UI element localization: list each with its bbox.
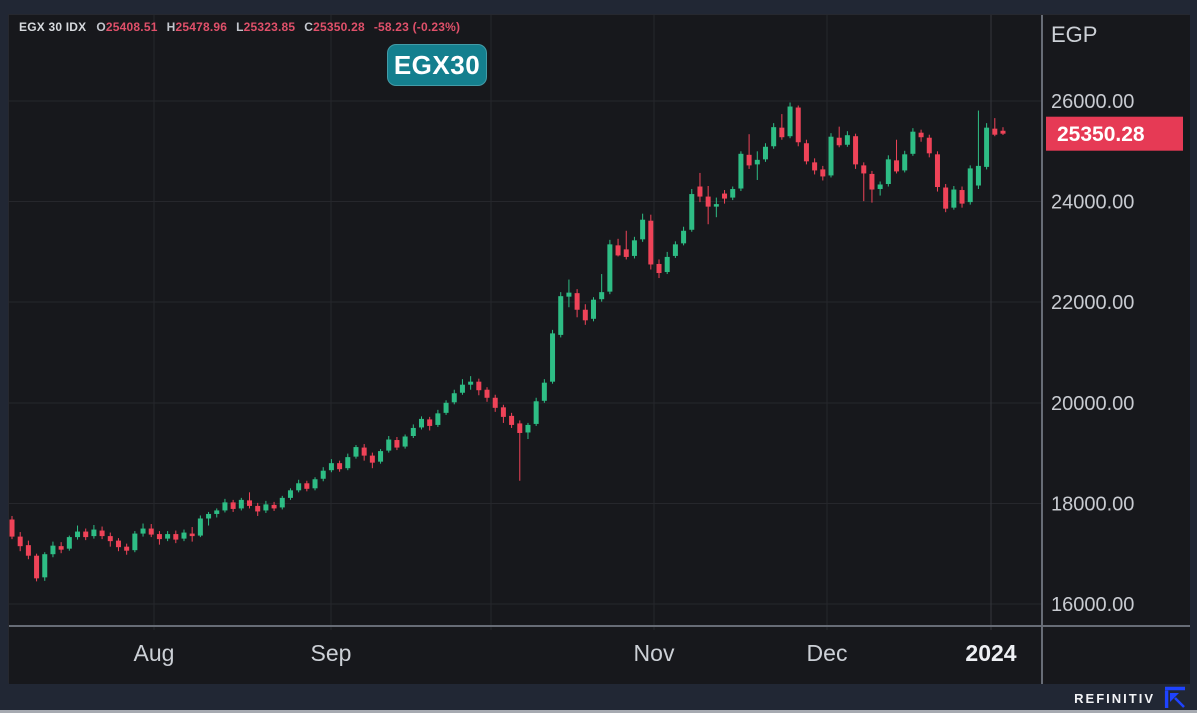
time-axis[interactable]: Aug Sep Nov Dec 2024 [134, 640, 1017, 666]
high-label: H [166, 20, 176, 34]
price-axis[interactable]: EGP 26000.00 24000.00 22000.00 20000.00 18000… [1051, 22, 1134, 616]
open-value: 25408.51 [105, 20, 158, 34]
refinitiv-label: REFINITIV [1074, 690, 1155, 706]
close-label: C [304, 20, 314, 34]
open-label: O [96, 20, 106, 34]
close-value: 25350.28 [313, 20, 365, 34]
svg-text:22000.00: 22000.00 [1051, 292, 1134, 314]
low-value: 25323.85 [243, 20, 296, 34]
svg-text:Nov: Nov [634, 640, 675, 666]
chart-panel: Aug Sep Nov Dec 2024 EGP 26000.00 24000.00 22000… [8, 14, 1190, 684]
svg-text:EGP: EGP [1051, 22, 1097, 47]
symbol-name: EGX 30 IDX [19, 20, 87, 34]
svg-text:2024: 2024 [965, 640, 1016, 666]
svg-text:Aug: Aug [134, 640, 175, 666]
svg-text:18000.00: 18000.00 [1051, 493, 1134, 515]
svg-text:16000.00: 16000.00 [1051, 594, 1134, 616]
svg-text:20000.00: 20000.00 [1051, 393, 1134, 415]
svg-text:Sep: Sep [311, 640, 352, 666]
svg-text:24000.00: 24000.00 [1051, 192, 1134, 214]
grid [9, 15, 1042, 630]
window-edge [0, 710, 1197, 713]
svg-text:25350.28: 25350.28 [1057, 123, 1145, 146]
axis-separators [9, 15, 1190, 684]
symbol-badge[interactable]: EGX30 [387, 44, 487, 86]
refinitiv-branding: REFINITIV [1074, 686, 1187, 710]
svg-text:26000.00: 26000.00 [1051, 91, 1134, 113]
refinitiv-logo-icon [1164, 686, 1185, 708]
low-label: L [236, 20, 244, 34]
svg-text:Dec: Dec [807, 640, 848, 666]
change-value: -58.23 (-0.23%) [373, 20, 461, 34]
ohlc-legend: EGX 30 IDX O25408.51 H25478.96 L25323.85 C25… [19, 18, 460, 36]
last-price-tag: 25350.28 [1046, 116, 1183, 151]
candles [9, 102, 1006, 582]
candlestick-chart[interactable]: Aug Sep Nov Dec 2024 EGP 26000.00 24000.00 22000… [9, 15, 1190, 684]
high-value: 25478.96 [175, 20, 228, 34]
